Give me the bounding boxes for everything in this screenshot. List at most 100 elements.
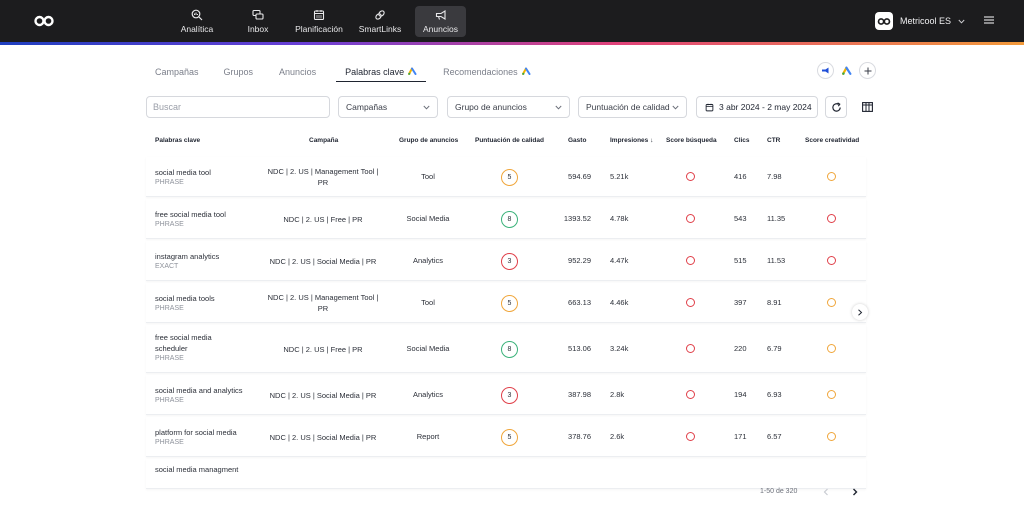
clicks-cell: 220	[734, 344, 747, 353]
cost-cell: 513.06	[568, 344, 591, 353]
date-range-picker[interactable]: 3 abr 2024 - 2 may 2024	[696, 96, 818, 118]
keyword-cell[interactable]: free social media tool PHRASE	[155, 209, 265, 228]
header-ad-group[interactable]: Grupo de anuncios	[399, 137, 459, 144]
keyword-text: social media tools	[155, 294, 215, 303]
brand-gradient-bar	[0, 42, 1024, 45]
campaign-cell[interactable]: NDC | 2. US | Free | PR	[258, 214, 388, 225]
campaign-cell[interactable]: NDC | 2. US | Free | PR	[258, 344, 388, 355]
date-range-label: 3 abr 2024 - 2 may 2024	[719, 102, 812, 112]
cost-cell: 378.76	[568, 432, 591, 441]
table-row[interactable]: social media tool PHRASE NDC | 2. US | Man…	[146, 157, 866, 197]
keyword-cell[interactable]: social media and analytics PHRASE	[155, 385, 265, 404]
google-ads-button[interactable]	[838, 62, 855, 79]
quality-score-select[interactable]: Puntuación de calidad	[578, 96, 687, 118]
chevron-left-icon[interactable]	[820, 486, 832, 498]
scroll-right-button[interactable]	[852, 304, 868, 320]
campaign-cell[interactable]: NDC | 2. US | Management Tool | PR	[258, 292, 388, 314]
search-input[interactable]: Buscar	[146, 96, 330, 118]
chevron-right-icon[interactable]	[849, 486, 861, 498]
refresh-button[interactable]	[825, 96, 847, 118]
hamburger-menu-icon[interactable]	[984, 15, 994, 25]
select-value: Puntuación de calidad	[586, 102, 670, 112]
quality-score-badge: 3	[501, 387, 518, 404]
ad-group-cell[interactable]: Social Media	[406, 344, 450, 353]
campaign-text: NDC | 2. US | Free | PR	[283, 215, 363, 224]
columns-button[interactable]	[856, 96, 878, 118]
campaigns-select[interactable]: Campañas	[338, 96, 438, 118]
table-row[interactable]: social media and analytics PHRASE NDC | 2.…	[146, 375, 866, 415]
ad-group-cell[interactable]: Report	[416, 432, 440, 441]
header-creative-score[interactable]: Score creatividad	[805, 137, 860, 144]
header-clicks[interactable]: Clics	[734, 137, 750, 144]
keyword-cell[interactable]: social media tool PHRASE	[155, 167, 265, 186]
add-platform-button[interactable]	[859, 62, 876, 79]
campaign-cell[interactable]: NDC | 2. US | Social Media | PR	[258, 390, 388, 401]
metricool-logo-icon[interactable]	[34, 14, 54, 28]
search-score-indicator	[686, 432, 695, 441]
clicks-cell: 515	[734, 256, 747, 265]
table-row[interactable]: free social media tool PHRASE NDC | 2. US …	[146, 199, 866, 239]
account-switcher[interactable]: Metricool ES	[875, 12, 965, 30]
nav-label: SmartLinks	[358, 24, 402, 34]
table-row[interactable]: social media tools PHRASE NDC | 2. US | Ma…	[146, 283, 866, 323]
table-row[interactable]: platform for social media PHRASE NDC | 2. …	[146, 417, 866, 457]
keyword-cell[interactable]: instagram analytics EXACT	[155, 251, 265, 270]
table-header: Palabras clave Campaña Grupo de anuncios…	[146, 133, 866, 151]
tab-label: Palabras clave	[345, 67, 405, 77]
tab-recommendations[interactable]: Recomendaciones	[426, 62, 540, 82]
ctr-cell: 7.98	[767, 172, 782, 181]
keyword-cell[interactable]: social media tools PHRASE	[155, 293, 265, 312]
header-keyword[interactable]: Palabras clave	[155, 137, 201, 144]
table-row[interactable]: social media managment	[146, 459, 866, 489]
header-quality[interactable]: Puntuación de calidad	[475, 137, 544, 144]
search-score-indicator	[686, 298, 695, 307]
ctr-cell: 6.79	[767, 344, 782, 353]
chevron-down-icon	[958, 19, 965, 24]
ad-group-cell[interactable]: Analytics	[412, 256, 443, 265]
nav-smartlinks[interactable]: SmartLinks	[356, 6, 404, 37]
tab-keywords[interactable]: Palabras clave	[336, 62, 427, 82]
meta-ads-button[interactable]	[817, 62, 834, 79]
search-score-indicator	[686, 390, 695, 399]
match-type: PHRASE	[155, 439, 184, 446]
creative-score-indicator	[827, 172, 836, 181]
ad-group-cell[interactable]: Analytics	[412, 390, 443, 399]
table-row[interactable]: instagram analytics EXACT NDC | 2. US | So…	[146, 241, 866, 281]
inbox-icon	[252, 9, 264, 20]
campaign-cell[interactable]: NDC | 2. US | Management Tool | PR	[258, 166, 388, 188]
tab-groups[interactable]: Grupos	[208, 62, 263, 82]
match-type: PHRASE	[155, 179, 184, 186]
pagination-label: 1-50 de 320	[760, 488, 798, 495]
campaign-text: NDC | 2. US | Free | PR	[283, 345, 363, 354]
nav-inbox[interactable]: Inbox	[240, 6, 276, 37]
match-type: PHRASE	[155, 221, 184, 228]
nav-analytics[interactable]: Analítica	[176, 6, 218, 37]
table-row[interactable]: free social media scheduler PHRASE NDC | 2.…	[146, 325, 866, 373]
nav-planning[interactable]: Planificación	[292, 6, 346, 37]
keyword-text: free social media	[155, 333, 212, 342]
keyword-cell[interactable]: free social media scheduler PHRASE	[155, 332, 265, 362]
keyword-cell[interactable]: social media managment	[155, 464, 265, 475]
header-search-score[interactable]: Score búsqueda	[666, 137, 717, 144]
ad-group-cell[interactable]: Tool	[421, 172, 435, 181]
header-campaign[interactable]: Campaña	[309, 137, 339, 144]
header-impressions[interactable]: Impresiones ↓	[610, 137, 653, 144]
campaign-cell[interactable]: NDC | 2. US | Social Media | PR	[258, 432, 388, 443]
impressions-cell: 5.21k	[610, 172, 629, 181]
select-value: Grupo de anuncios	[455, 102, 527, 112]
header-cost[interactable]: Gasto	[568, 137, 587, 144]
campaign-cell[interactable]: NDC | 2. US | Social Media | PR	[258, 256, 388, 267]
creative-score-indicator	[827, 214, 836, 223]
chevron-down-icon	[672, 105, 679, 110]
google-ads-icon	[521, 67, 531, 75]
ad-group-cell[interactable]: Social Media	[406, 214, 450, 223]
ad-group-select[interactable]: Grupo de anuncios	[447, 96, 570, 118]
impressions-cell: 4.46k	[610, 298, 629, 307]
ad-group-cell[interactable]: Tool	[421, 298, 435, 307]
tab-ads[interactable]: Anuncios	[262, 62, 325, 82]
header-ctr[interactable]: CTR	[767, 137, 781, 144]
tab-campaigns[interactable]: Campañas	[146, 62, 208, 82]
plus-icon	[864, 67, 871, 74]
nav-ads[interactable]: Anuncios	[415, 6, 466, 37]
keyword-cell[interactable]: platform for social media PHRASE	[155, 427, 265, 446]
